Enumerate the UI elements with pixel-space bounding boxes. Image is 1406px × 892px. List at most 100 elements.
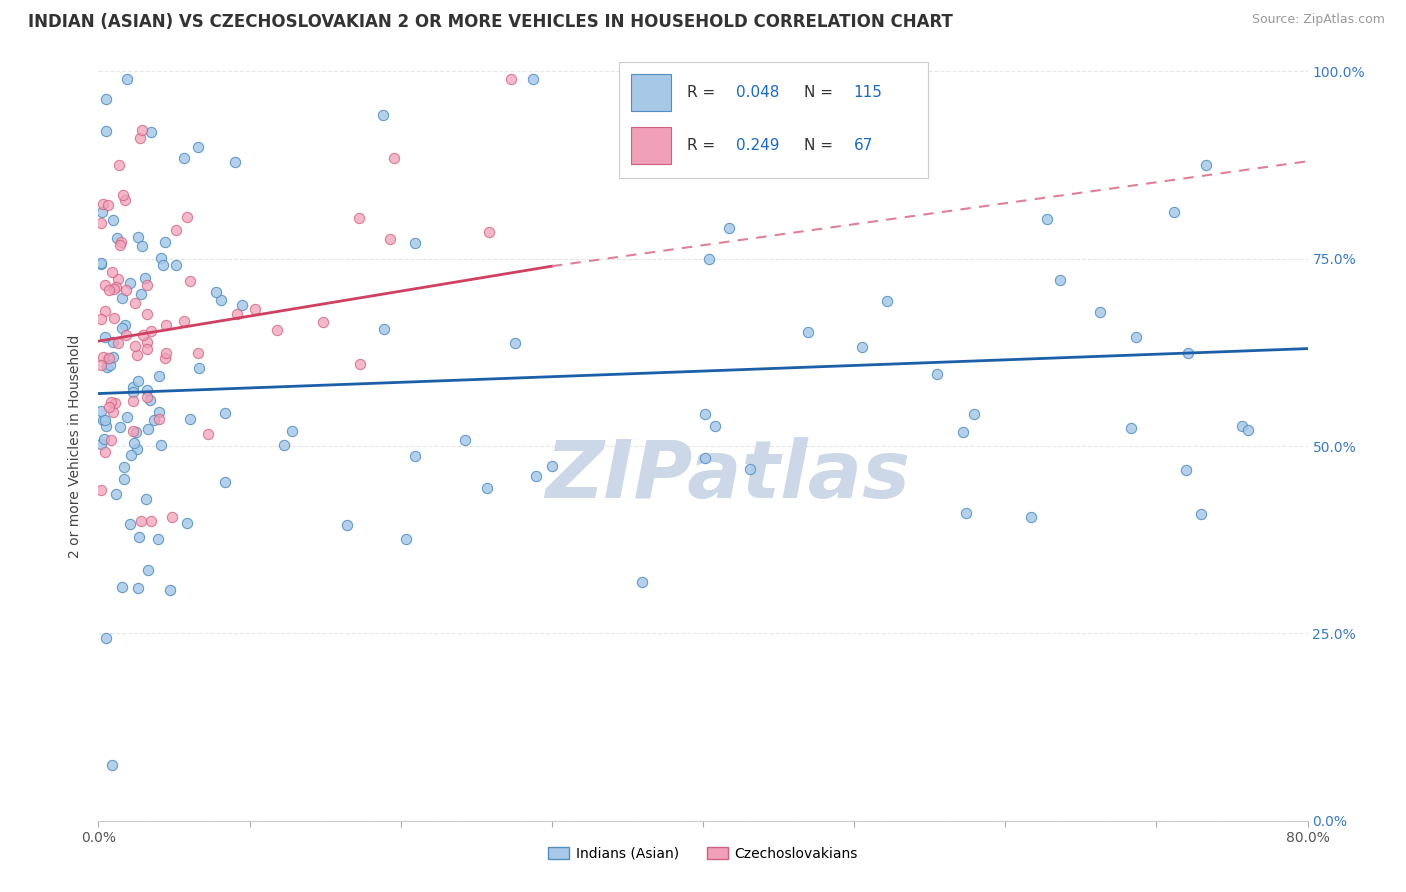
Point <box>925 367 948 381</box>
Point <box>101 265 124 279</box>
Point <box>115 283 138 297</box>
Point <box>273 437 295 451</box>
Point <box>1036 212 1059 227</box>
Text: N =: N = <box>804 85 838 100</box>
Point <box>148 412 170 426</box>
Point <box>155 318 177 332</box>
Bar <box>631 128 671 164</box>
Point <box>135 307 157 321</box>
Point <box>115 409 138 424</box>
Point <box>90 404 112 418</box>
Y-axis label: 2 or more Vehicles in Household: 2 or more Vehicles in Household <box>69 334 83 558</box>
Point <box>150 252 173 266</box>
Point <box>187 361 209 376</box>
Point <box>120 517 142 532</box>
Point <box>91 205 114 219</box>
Point <box>128 530 150 544</box>
Point <box>104 396 127 410</box>
Point <box>851 340 873 354</box>
Point <box>704 418 727 433</box>
Text: INDIAN (ASIAN) VS CZECHOSLOVAKIAN 2 OR MORE VEHICLES IN HOUSEHOLD CORRELATION CH: INDIAN (ASIAN) VS CZECHOSLOVAKIAN 2 OR M… <box>28 13 953 31</box>
Text: 0.249: 0.249 <box>737 138 780 153</box>
Point <box>141 514 163 528</box>
Point <box>176 516 198 531</box>
Point <box>135 391 157 405</box>
Point <box>142 412 165 426</box>
Point <box>1021 509 1043 524</box>
Point <box>93 330 115 344</box>
Point <box>94 277 117 292</box>
Point <box>98 351 121 366</box>
Point <box>1177 345 1199 359</box>
Point <box>378 232 401 246</box>
Point <box>111 291 134 305</box>
Point <box>135 342 157 356</box>
Point <box>1232 418 1254 433</box>
Point <box>94 303 117 318</box>
Point <box>125 425 148 439</box>
Point <box>165 222 187 236</box>
Point <box>125 348 148 362</box>
Point <box>110 420 132 434</box>
Point <box>501 71 523 86</box>
Point <box>266 323 288 337</box>
Point <box>103 311 125 326</box>
Point <box>94 418 117 433</box>
Point <box>112 472 135 486</box>
Point <box>124 296 146 310</box>
Point <box>179 274 201 288</box>
Text: Source: ZipAtlas.com: Source: ZipAtlas.com <box>1251 13 1385 27</box>
Point <box>150 438 173 452</box>
Point <box>105 487 128 501</box>
Text: R =: R = <box>686 138 720 153</box>
Point <box>104 280 127 294</box>
Point <box>96 631 118 645</box>
Point <box>524 469 547 483</box>
Point <box>121 380 143 394</box>
Point <box>112 188 135 202</box>
Point <box>124 339 146 353</box>
Point <box>224 155 246 169</box>
Point <box>108 158 131 172</box>
Point <box>214 475 236 489</box>
Text: 0.048: 0.048 <box>737 85 779 100</box>
Point <box>382 151 405 165</box>
Point <box>135 491 157 506</box>
Point <box>187 139 209 153</box>
Point <box>209 293 232 308</box>
Point <box>697 252 720 266</box>
Text: ZIPatlas: ZIPatlas <box>544 437 910 515</box>
Point <box>115 71 138 86</box>
Point <box>90 311 112 326</box>
Point <box>371 108 394 122</box>
Point <box>139 125 162 139</box>
Point <box>1163 205 1185 219</box>
Point <box>187 346 209 360</box>
Point <box>90 257 112 271</box>
Legend: Indians (Asian), Czechoslovakians: Indians (Asian), Czechoslovakians <box>543 841 863 866</box>
Point <box>1125 330 1147 344</box>
Point <box>94 92 117 106</box>
Point <box>139 324 162 338</box>
Point <box>176 210 198 224</box>
Point <box>205 285 228 299</box>
Point <box>1121 421 1143 435</box>
Point <box>349 358 371 372</box>
Point <box>101 350 124 364</box>
Point <box>404 235 426 250</box>
Point <box>114 318 136 332</box>
Point <box>96 360 118 375</box>
Point <box>91 413 114 427</box>
Point <box>101 335 124 350</box>
Point <box>107 272 129 286</box>
Point <box>90 437 112 451</box>
Point <box>98 359 121 373</box>
Point <box>91 350 114 364</box>
Point <box>90 256 112 270</box>
Point <box>93 445 115 459</box>
Point <box>134 271 156 285</box>
Point <box>173 314 195 328</box>
Point <box>127 442 149 456</box>
Point <box>1174 463 1197 477</box>
Point <box>136 383 159 397</box>
